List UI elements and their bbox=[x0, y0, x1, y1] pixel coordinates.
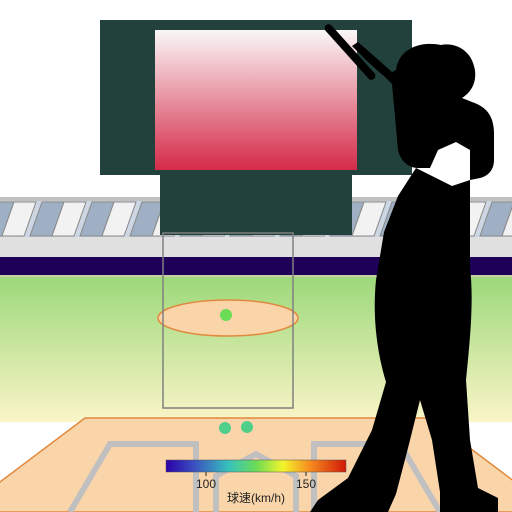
pitch-marker bbox=[220, 309, 232, 321]
colorbar bbox=[166, 460, 346, 472]
pitch-chart: 100 150 球速(km/h) bbox=[0, 0, 512, 512]
scoreboard-screen bbox=[155, 30, 357, 170]
pitch-marker bbox=[219, 422, 231, 434]
colorbar-label: 球速(km/h) bbox=[227, 491, 285, 505]
colorbar-tick: 150 bbox=[296, 477, 316, 491]
pitch-marker bbox=[241, 421, 253, 433]
colorbar-tick: 100 bbox=[196, 477, 216, 491]
scene-svg: 100 150 球速(km/h) bbox=[0, 0, 512, 512]
